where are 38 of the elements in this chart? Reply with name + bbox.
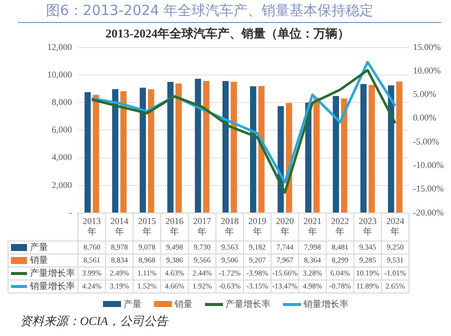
y-tick-label: -: [69, 207, 72, 218]
x-tick-label: 2017年: [193, 216, 212, 237]
y-tick-label: 10,000: [47, 69, 72, 80]
x-tick-label: 2020年: [276, 216, 294, 237]
legend-label: 销量: [29, 254, 48, 265]
text: 资料来源：OCIA，公司公告: [19, 313, 170, 330]
y-tick-label: 2,000: [52, 180, 72, 190]
x-tick-label: 2021年: [303, 216, 322, 237]
text: 产量增长率: [226, 300, 270, 310]
y2-tick-label: -10.00%: [413, 160, 444, 170]
chart-subtitle: 图6：2013-2024 年全球汽车产、销量基本保持稳定: [18, 0, 441, 23]
x-tick-label: 2019年: [248, 216, 267, 237]
y2-tick-label: -15.00%: [413, 184, 444, 194]
x-tick-label: 2014年: [110, 216, 129, 237]
y2-tick-label: 15.00%: [413, 42, 442, 52]
y2-tick-label: 10.00%: [413, 65, 442, 76]
y-tick-label: 12,000: [47, 42, 72, 52]
x-tick-label: 2022年: [331, 216, 350, 237]
text: 产量: [124, 300, 142, 310]
legend-label: 销量增长率: [29, 280, 75, 291]
x-tick-label: 2024年: [386, 216, 405, 237]
x-tick-label: 2018年: [220, 216, 240, 237]
y-tick-label: 8,000: [52, 96, 72, 107]
chart-title: 2013-2024年全球汽车产、销量（单位：万辆）: [106, 26, 350, 40]
x-tick-label: 2013年: [82, 216, 102, 237]
y2-tick-label: 0.00%: [413, 112, 437, 123]
legend-label: 产量增长率: [30, 268, 75, 278]
x-tick-label: 2016年: [166, 216, 184, 237]
y2-tick-label: -20.00%: [413, 207, 444, 218]
x-tick-label: 2023年: [358, 216, 378, 237]
text: 销量增长率: [304, 300, 348, 310]
legend-label: 产量: [30, 242, 48, 252]
text: 销量: [174, 300, 192, 310]
y-tick-label: 6,000: [52, 124, 72, 135]
y2-tick-label: -5.00%: [413, 136, 440, 146]
y-tick-label: 4,000: [52, 152, 72, 162]
y2-tick-label: 5.00%: [413, 89, 437, 100]
x-tick-label: 2015年: [138, 216, 156, 237]
